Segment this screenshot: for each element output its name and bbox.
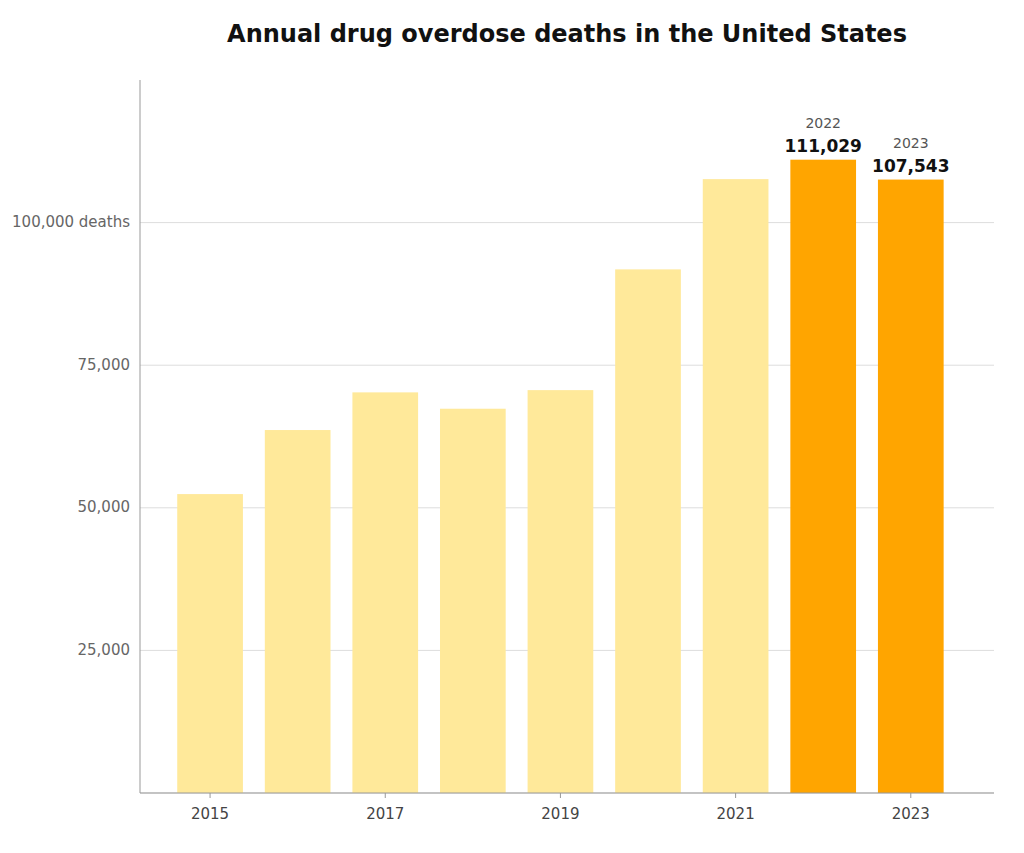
x-tick	[210, 793, 211, 798]
grid-line	[140, 365, 994, 366]
annotation-value: 111,029	[784, 136, 861, 156]
bar	[615, 269, 681, 793]
annotation-value: 107,543	[872, 156, 949, 176]
bar	[177, 494, 243, 793]
y-tick-label: 50,000	[78, 498, 131, 516]
x-axis-line	[140, 793, 994, 794]
grid-line	[140, 222, 994, 223]
x-tick-label: 2019	[541, 805, 579, 823]
bar	[878, 180, 944, 793]
bar	[265, 430, 331, 793]
x-tick	[910, 793, 911, 798]
x-tick	[735, 793, 736, 798]
title: Annual drug overdose deaths in the Unite…	[227, 20, 907, 48]
y-tick-label: 100,000 deaths	[12, 213, 130, 231]
bar	[790, 160, 856, 793]
y-axis-line	[140, 80, 141, 793]
chart: Annual drug overdose deaths in the Unite…	[0, 0, 1024, 853]
y-tick-label: 75,000	[78, 356, 131, 374]
bar	[352, 392, 418, 793]
x-tick	[560, 793, 561, 798]
x-tick-label: 2023	[892, 805, 930, 823]
bar	[528, 390, 594, 793]
bar	[440, 409, 506, 793]
grid	[140, 223, 994, 793]
bars	[177, 160, 943, 793]
annotation-year: 2023	[893, 135, 929, 151]
x-tick	[385, 793, 386, 798]
grid-line	[140, 793, 994, 794]
annotation-year: 2022	[805, 115, 841, 131]
x-tick-label: 2015	[191, 805, 229, 823]
bar	[703, 179, 769, 793]
x-tick-label: 2017	[366, 805, 404, 823]
x-tick-label: 2021	[717, 805, 755, 823]
y-tick-label: 25,000	[78, 641, 131, 659]
